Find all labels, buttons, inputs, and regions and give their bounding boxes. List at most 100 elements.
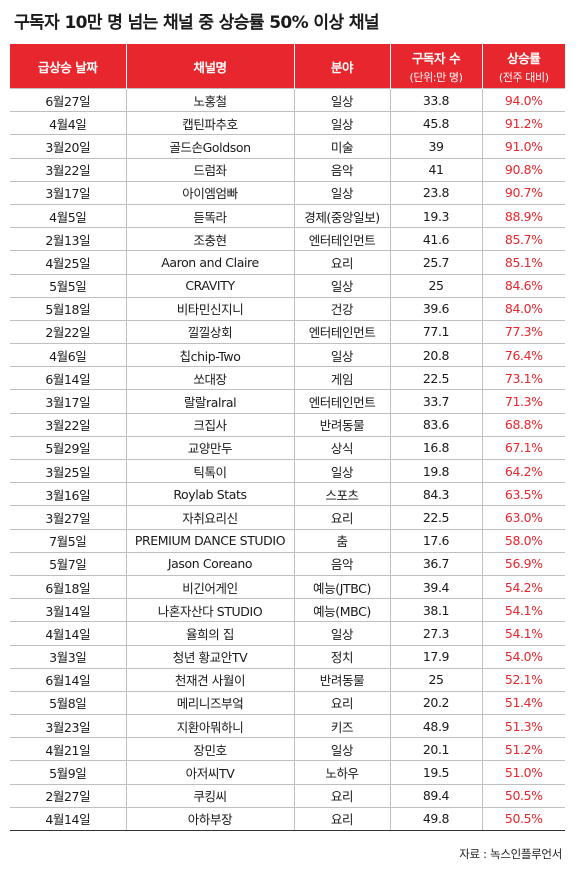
- cell-subscribers: 17.9: [389, 644, 482, 669]
- cell-category: 반려동물: [293, 412, 390, 437]
- cell-date: 6월27일: [10, 87, 126, 112]
- cell-rate: 51.2%: [481, 737, 565, 761]
- cell-category: 경제(중앙일보): [293, 203, 390, 228]
- cell-rate: 68.8%: [481, 412, 565, 437]
- cell-subscribers: 22.5: [389, 366, 482, 390]
- table-row: 4월14일 아하부장 요리 49.8 50.5%: [10, 806, 565, 832]
- cell-subscribers: 39.4: [389, 574, 482, 599]
- table-row: 4월5일 듣똑라 경제(중앙일보) 19.3 88.9%: [10, 203, 565, 228]
- table-row: 5월5일 CRAVITY 일상 25 84.6%: [10, 273, 565, 298]
- cell-rate: 63.0%: [481, 505, 565, 530]
- cell-channel: 자취요리신: [125, 505, 294, 530]
- cell-date: 5월9일: [10, 760, 126, 785]
- cell-rate: 51.3%: [481, 714, 565, 738]
- cell-channel: 칩chip-Two: [125, 343, 294, 367]
- cell-subscribers: 33.8: [389, 87, 482, 112]
- cell-rate: 91.0%: [481, 134, 565, 159]
- cell-category: 예능(MBC): [293, 598, 390, 622]
- cell-subscribers: 19.5: [389, 760, 482, 785]
- cell-category: 예능(JTBC): [293, 574, 390, 599]
- table-row: 5월29일 교양만두 상식 16.8 67.1%: [10, 435, 565, 460]
- cell-channel: 지환아뭐하니: [125, 714, 294, 738]
- cell-category: 일상: [293, 621, 390, 645]
- table-row: 3월27일 자취요리신 요리 22.5 63.0%: [10, 505, 565, 530]
- table-row: 3월16일 Roylab Stats 스포츠 84.3 63.5%: [10, 482, 565, 506]
- cell-category: 엔터테인먼트: [293, 227, 390, 251]
- cell-subscribers: 41: [389, 157, 482, 182]
- header-subscribers: 구독자 수 (단위:만 명): [389, 44, 482, 89]
- cell-date: 4월21일: [10, 737, 126, 761]
- cell-category: 일상: [293, 180, 390, 205]
- cell-category: 요리: [293, 783, 390, 808]
- cell-channel: 교양만두: [125, 435, 294, 460]
- table-row: 5월8일 메리니즈부엌 요리 20.2 51.4%: [10, 690, 565, 715]
- cell-subscribers: 48.9: [389, 714, 482, 738]
- cell-channel: Roylab Stats: [125, 482, 294, 506]
- cell-subscribers: 36.7: [389, 551, 482, 576]
- cell-channel: 듣똑라: [125, 203, 294, 228]
- cell-channel: 랄랄ralral: [125, 389, 294, 414]
- cell-rate: 88.9%: [481, 203, 565, 228]
- cell-rate: 85.1%: [481, 250, 565, 274]
- cell-category: 게임: [293, 366, 390, 390]
- cell-category: 상식: [293, 435, 390, 460]
- cell-date: 7월5일: [10, 528, 126, 553]
- cell-subscribers: 25: [389, 667, 482, 692]
- cell-subscribers: 20.8: [389, 343, 482, 367]
- cell-category: 일상: [293, 737, 390, 761]
- cell-subscribers: 33.7: [389, 389, 482, 414]
- cell-channel: CRAVITY: [125, 273, 294, 298]
- cell-rate: 54.2%: [481, 574, 565, 599]
- cell-channel: PREMIUM DANCE STUDIO: [125, 528, 294, 553]
- header-category: 분야: [293, 44, 390, 89]
- cell-channel: 쏘대장: [125, 366, 294, 390]
- cell-date: 3월27일: [10, 505, 126, 530]
- cell-subscribers: 20.1: [389, 737, 482, 761]
- table-row: 3월22일 크집사 반려동물 83.6 68.8%: [10, 412, 565, 437]
- cell-subscribers: 25: [389, 273, 482, 298]
- header-rate-label: 상승률: [507, 50, 541, 66]
- table-row: 3월17일 아이엠엄빠 일상 23.8 90.7%: [10, 180, 565, 205]
- cell-date: 2월27일: [10, 783, 126, 808]
- cell-date: 2월22일: [10, 319, 126, 344]
- cell-rate: 73.1%: [481, 366, 565, 390]
- cell-date: 5월7일: [10, 551, 126, 576]
- cell-channel: 골드손Goldson: [125, 134, 294, 159]
- cell-rate: 50.5%: [481, 783, 565, 808]
- cell-channel: 나혼자산다 STUDIO: [125, 598, 294, 622]
- cell-rate: 67.1%: [481, 435, 565, 460]
- cell-rate: 56.9%: [481, 551, 565, 576]
- cell-channel: 청년 황교안TV: [125, 644, 294, 669]
- cell-subscribers: 39: [389, 134, 482, 159]
- cell-channel: Jason Coreano: [125, 551, 294, 576]
- cell-rate: 51.0%: [481, 760, 565, 785]
- table-header-row: 급상승 날짜 채널명 분야 구독자 수 (단위:만 명) 상승률 (전주 대비): [10, 44, 565, 89]
- cell-date: 3월3일: [10, 644, 126, 669]
- cell-category: 노하우: [293, 760, 390, 785]
- cell-category: 엔터테인먼트: [293, 319, 390, 344]
- table-row: 7월5일 PREMIUM DANCE STUDIO 춤 17.6 58.0%: [10, 528, 565, 553]
- table-row: 4월21일 장민호 일상 20.1 51.2%: [10, 737, 565, 761]
- table-row: 5월18일 비타민신지니 건강 39.6 84.0%: [10, 296, 565, 321]
- cell-category: 요리: [293, 806, 390, 832]
- page-title: 구독자 10만 명 넘는 채널 중 상승률 50% 이상 채널: [14, 13, 380, 33]
- cell-channel: Aaron and Claire: [125, 250, 294, 274]
- cell-rate: 77.3%: [481, 319, 565, 344]
- cell-date: 3월16일: [10, 482, 126, 506]
- cell-category: 음악: [293, 157, 390, 182]
- cell-subscribers: 16.8: [389, 435, 482, 460]
- cell-date: 5월5일: [10, 273, 126, 298]
- cell-date: 3월22일: [10, 412, 126, 437]
- cell-channel: 메리니즈부엌: [125, 690, 294, 715]
- cell-category: 스포츠: [293, 482, 390, 506]
- cell-subscribers: 49.8: [389, 806, 482, 832]
- table-row: 4월4일 캡틴파추호 일상 45.8 91.2%: [10, 111, 565, 135]
- cell-channel: 율희의 집: [125, 621, 294, 645]
- cell-date: 3월23일: [10, 714, 126, 738]
- cell-category: 건강: [293, 296, 390, 321]
- cell-date: 6월14일: [10, 667, 126, 692]
- cell-subscribers: 17.6: [389, 528, 482, 553]
- cell-date: 5월18일: [10, 296, 126, 321]
- channel-table: 급상승 날짜 채널명 분야 구독자 수 (단위:만 명) 상승률 (전주 대비)…: [10, 44, 565, 832]
- cell-date: 3월14일: [10, 598, 126, 622]
